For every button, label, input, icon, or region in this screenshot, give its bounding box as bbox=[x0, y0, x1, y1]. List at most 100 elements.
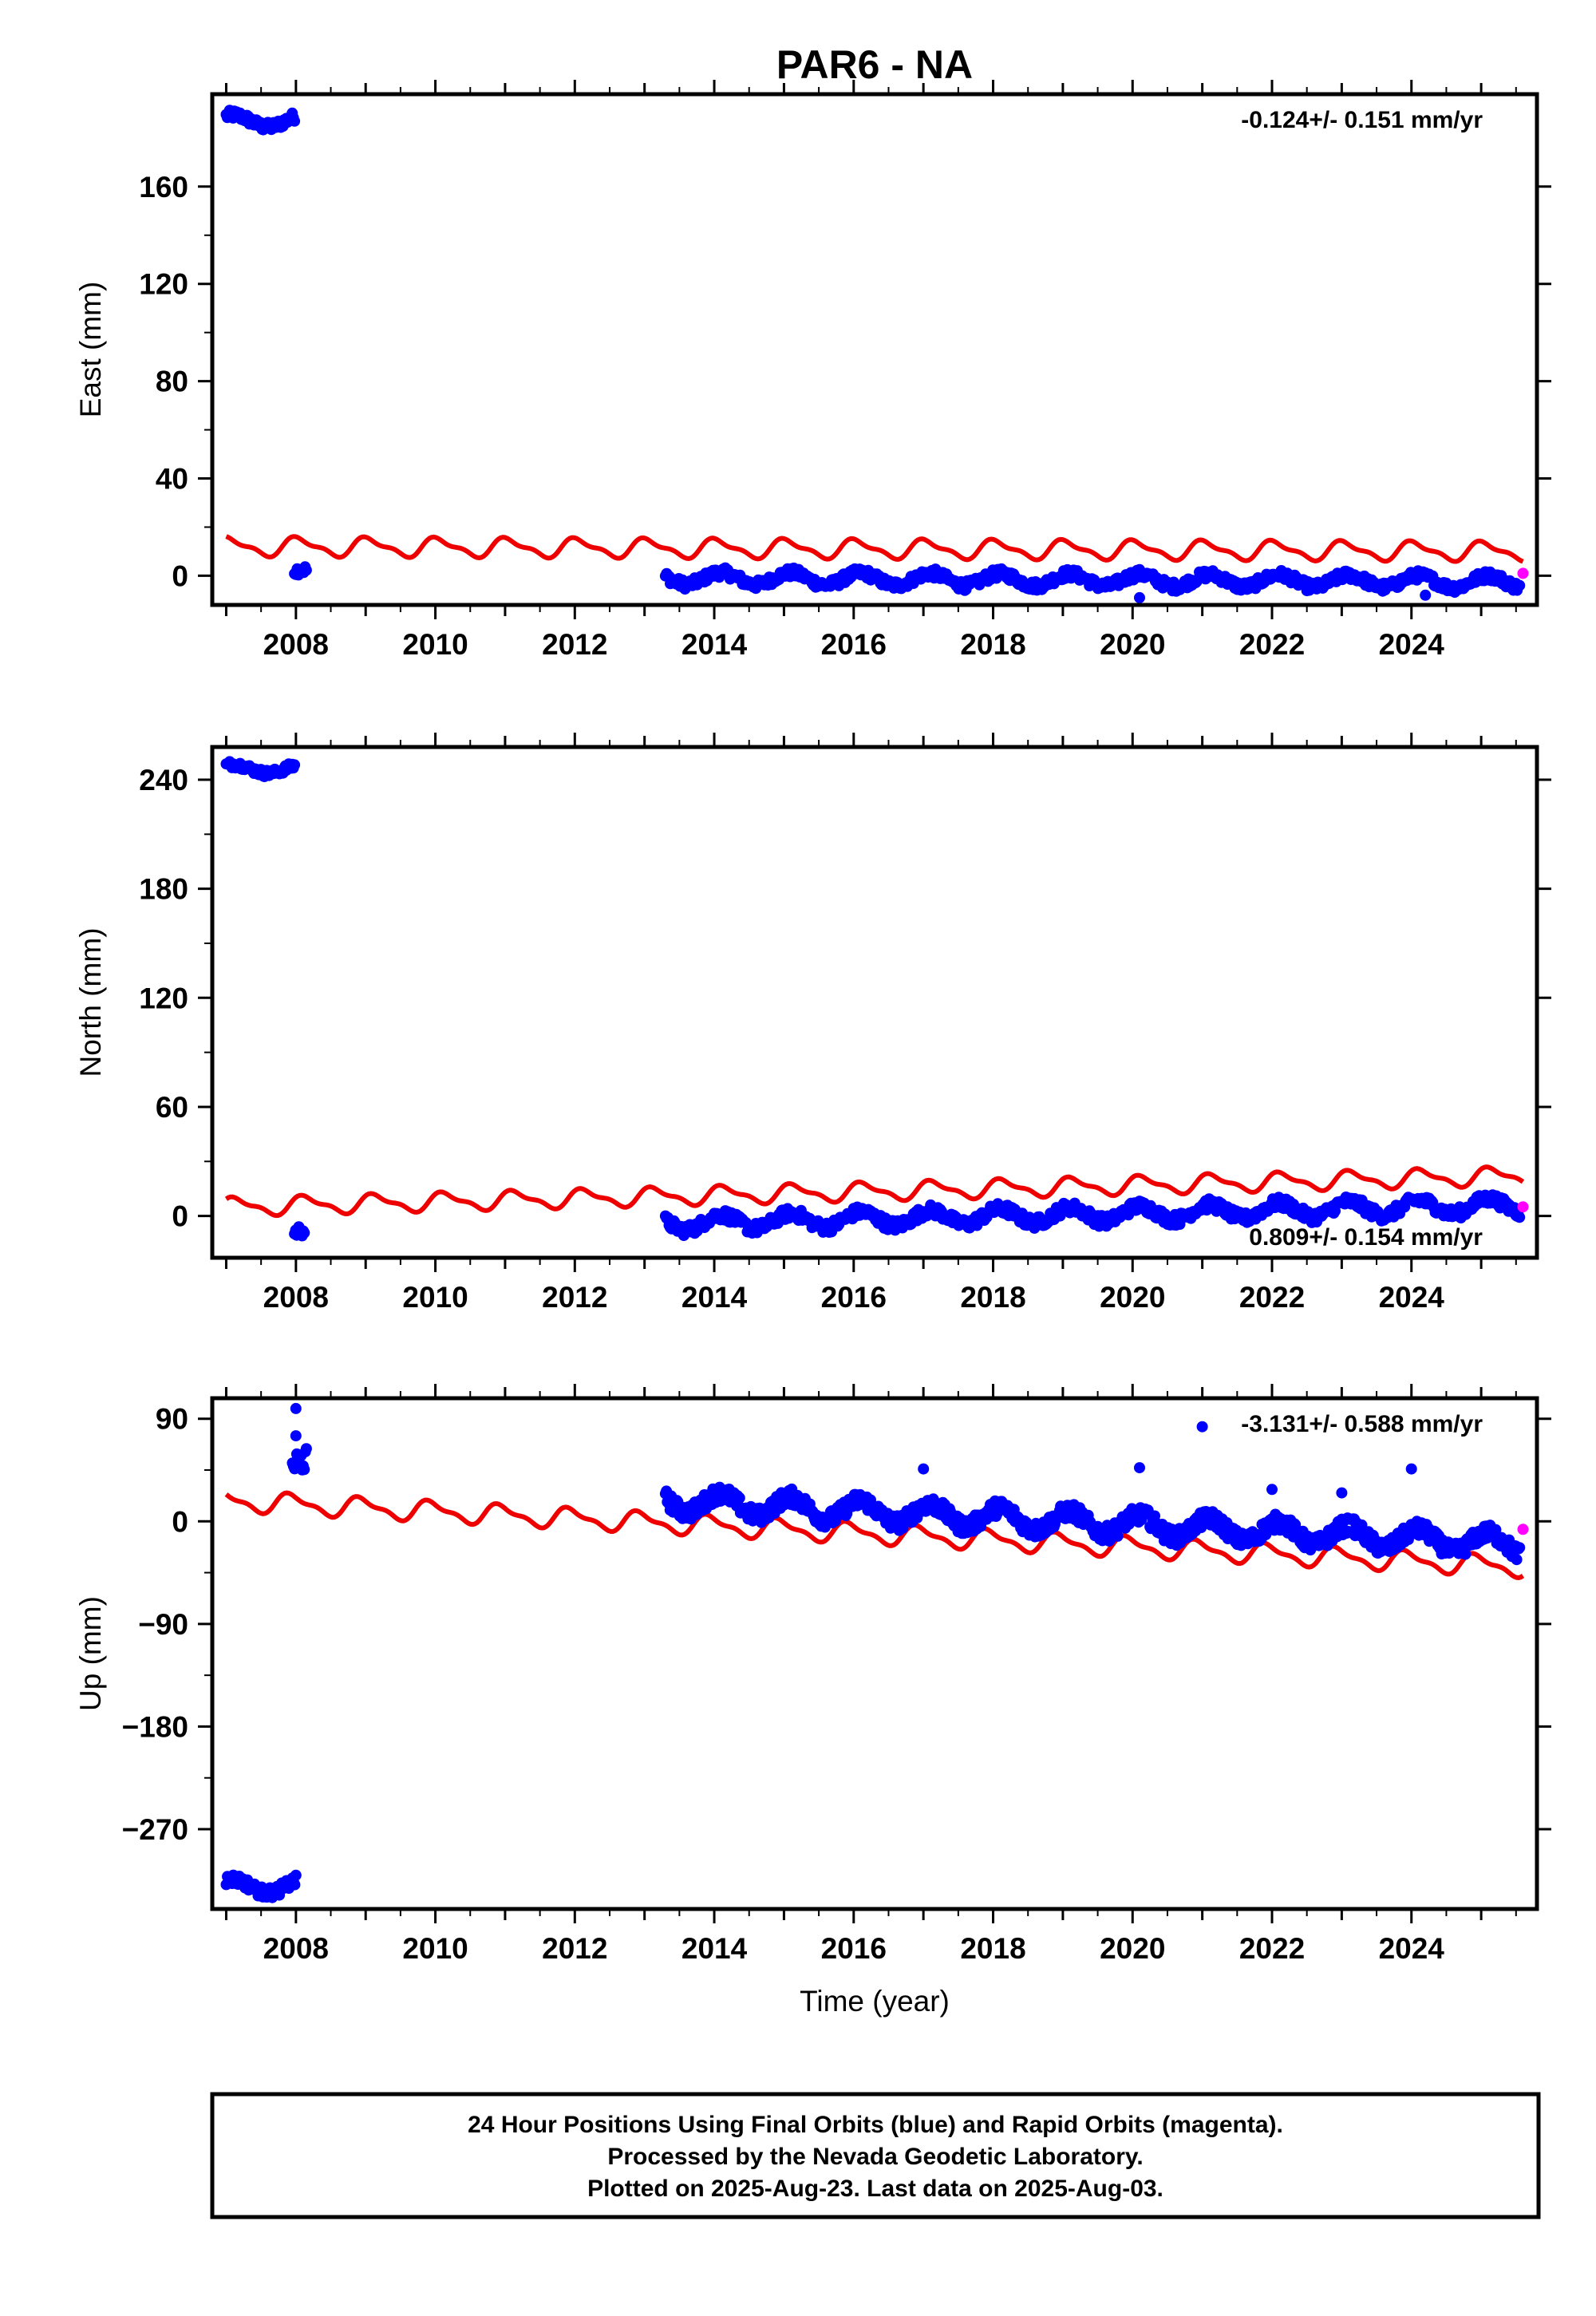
x-tick-label: 2014 bbox=[681, 1932, 748, 1965]
x-tick-label: 2012 bbox=[542, 1932, 607, 1965]
x-tick-label: 2024 bbox=[1379, 628, 1445, 661]
x-tick-label: 2014 bbox=[681, 1281, 748, 1314]
x-tick-label: 2012 bbox=[542, 628, 607, 661]
x-tick-label: 2018 bbox=[960, 1281, 1025, 1314]
y-tick-label: −180 bbox=[122, 1710, 188, 1743]
final-orbit-outlier bbox=[1420, 589, 1432, 601]
plot-area bbox=[220, 756, 1529, 1242]
final-orbit-point bbox=[300, 1443, 312, 1455]
final-orbit-point bbox=[290, 1869, 302, 1881]
x-tick-label: 2022 bbox=[1239, 1281, 1305, 1314]
x-tick-label: 2020 bbox=[1100, 628, 1165, 661]
rapid-orbit-point bbox=[1517, 1524, 1529, 1535]
y-tick-label: 180 bbox=[139, 873, 188, 906]
y-axis-label: Up (mm) bbox=[74, 1596, 107, 1711]
velocity-annotation: -0.124+/- 0.151 mm/yr bbox=[1241, 107, 1483, 133]
y-tick-label: 240 bbox=[139, 764, 188, 796]
y-tick-label: 120 bbox=[139, 982, 188, 1014]
footer-frame bbox=[210, 2092, 1541, 2219]
final-orbit-outlier bbox=[918, 1463, 930, 1475]
y-tick-label: 120 bbox=[139, 268, 188, 301]
x-tick-label: 2020 bbox=[1100, 1932, 1165, 1965]
panel-east: 0 40 80 120 160 2008 2010 2012 2014 2016 2018 2020 2… bbox=[74, 80, 1551, 661]
y-tick-label: 90 bbox=[156, 1403, 188, 1436]
x-tick-label: 2020 bbox=[1100, 1281, 1165, 1314]
final-orbit-points bbox=[220, 1402, 1526, 1903]
y-tick-label: 60 bbox=[156, 1091, 188, 1124]
final-orbit-outlier bbox=[1134, 591, 1145, 603]
final-orbit-outlier bbox=[290, 1430, 302, 1442]
final-orbit-point bbox=[733, 1492, 745, 1504]
final-orbit-point bbox=[1514, 1211, 1526, 1223]
plot-area bbox=[220, 105, 1529, 603]
x-tick-label: 2008 bbox=[263, 1932, 329, 1965]
final-orbit-outlier bbox=[1336, 1487, 1348, 1499]
x-tick-label: 2014 bbox=[681, 628, 748, 661]
model-curve bbox=[224, 1490, 1525, 1581]
final-orbit-point bbox=[1490, 1524, 1502, 1535]
panel-frame bbox=[210, 745, 1539, 1260]
final-orbit-point bbox=[300, 564, 312, 576]
y-tick-label: 0 bbox=[172, 1505, 188, 1538]
y-axis-label: East (mm) bbox=[74, 282, 107, 418]
y-tick-label: −270 bbox=[122, 1813, 188, 1846]
x-tick-label: 2016 bbox=[821, 628, 887, 661]
final-orbit-outlier bbox=[1266, 1484, 1278, 1496]
x-tick-label: 2010 bbox=[402, 1281, 468, 1314]
final-orbit-point bbox=[1511, 1554, 1523, 1566]
panel-frame bbox=[210, 92, 1539, 607]
y-tick-label: 80 bbox=[156, 366, 188, 398]
final-orbit-points bbox=[220, 756, 1526, 1242]
x-tick-label: 2024 bbox=[1379, 1281, 1445, 1314]
x-tick-label: 2018 bbox=[960, 1932, 1025, 1965]
model-curve bbox=[224, 1164, 1525, 1219]
final-orbit-point bbox=[298, 1464, 310, 1476]
final-orbit-point bbox=[289, 759, 301, 771]
footer-line-2: Processed by the Nevada Geodetic Laborat… bbox=[607, 2144, 1143, 2170]
velocity-annotation: -3.131+/- 0.588 mm/yr bbox=[1241, 1411, 1483, 1437]
rapid-orbit-point bbox=[1517, 567, 1529, 579]
y-axis-label: North (mm) bbox=[74, 927, 107, 1077]
panels: 0 40 80 120 160 2008 2010 2012 2014 2016 2018 2020 2… bbox=[74, 80, 1551, 2018]
final-orbit-point bbox=[255, 1881, 267, 1893]
final-orbit-points bbox=[220, 105, 1526, 603]
y-tick-label: 0 bbox=[172, 1200, 188, 1233]
final-orbit-point bbox=[298, 1227, 310, 1239]
x-tick-label: 2018 bbox=[960, 628, 1025, 661]
y-tick-label: 40 bbox=[156, 463, 188, 496]
panel-north: 0 60 120 180 240 2008 2010 2012 2014 2016 2018 2020… bbox=[74, 733, 1551, 1314]
x-tick-label: 2010 bbox=[402, 628, 468, 661]
x-tick-label: 2008 bbox=[263, 628, 329, 661]
final-orbit-point bbox=[1514, 1542, 1526, 1554]
footer-caption-box: 24 Hour Positions Using Final Orbits (bl… bbox=[210, 2092, 1541, 2219]
y-tick-label: 160 bbox=[139, 171, 188, 204]
x-tick-label: 2022 bbox=[1239, 1932, 1305, 1965]
footer-line-3: Plotted on 2025-Aug-23. Last data on 202… bbox=[587, 2176, 1163, 2202]
final-orbit-point bbox=[289, 1879, 301, 1891]
footer-line-1: 24 Hour Positions Using Final Orbits (bl… bbox=[468, 2112, 1283, 2138]
final-orbit-point bbox=[1112, 1530, 1124, 1542]
x-tick-label: 2016 bbox=[821, 1932, 887, 1965]
x-tick-label: 2012 bbox=[542, 1281, 607, 1314]
x-tick-label: 2022 bbox=[1239, 628, 1305, 661]
x-tick-label: 2016 bbox=[821, 1281, 887, 1314]
panel-frame bbox=[210, 1396, 1539, 1911]
x-tick-label: 2010 bbox=[402, 1932, 468, 1965]
rapid-orbit-point bbox=[1517, 1201, 1529, 1213]
final-orbit-point bbox=[1460, 1548, 1472, 1560]
x-axis-label: Time (year) bbox=[800, 1985, 950, 2018]
y-tick-label: −90 bbox=[138, 1608, 188, 1641]
x-tick-label: 2008 bbox=[263, 1281, 329, 1314]
final-orbit-outlier bbox=[1196, 1421, 1208, 1433]
final-orbit-point bbox=[1514, 579, 1526, 591]
final-orbit-point bbox=[289, 115, 301, 127]
panel-up: −270 −180 −90 0 90 2008 2010 2012 2014 2016 2018 20… bbox=[74, 1384, 1551, 2018]
plot-area bbox=[220, 1402, 1529, 1903]
chart-title: PAR6 - NA bbox=[776, 42, 973, 87]
x-tick-label: 2024 bbox=[1379, 1932, 1445, 1965]
velocity-annotation: 0.809+/- 0.154 mm/yr bbox=[1249, 1224, 1483, 1251]
model-curve bbox=[225, 534, 1524, 564]
final-orbit-outlier bbox=[290, 1402, 302, 1414]
y-tick-label: 0 bbox=[172, 559, 188, 592]
